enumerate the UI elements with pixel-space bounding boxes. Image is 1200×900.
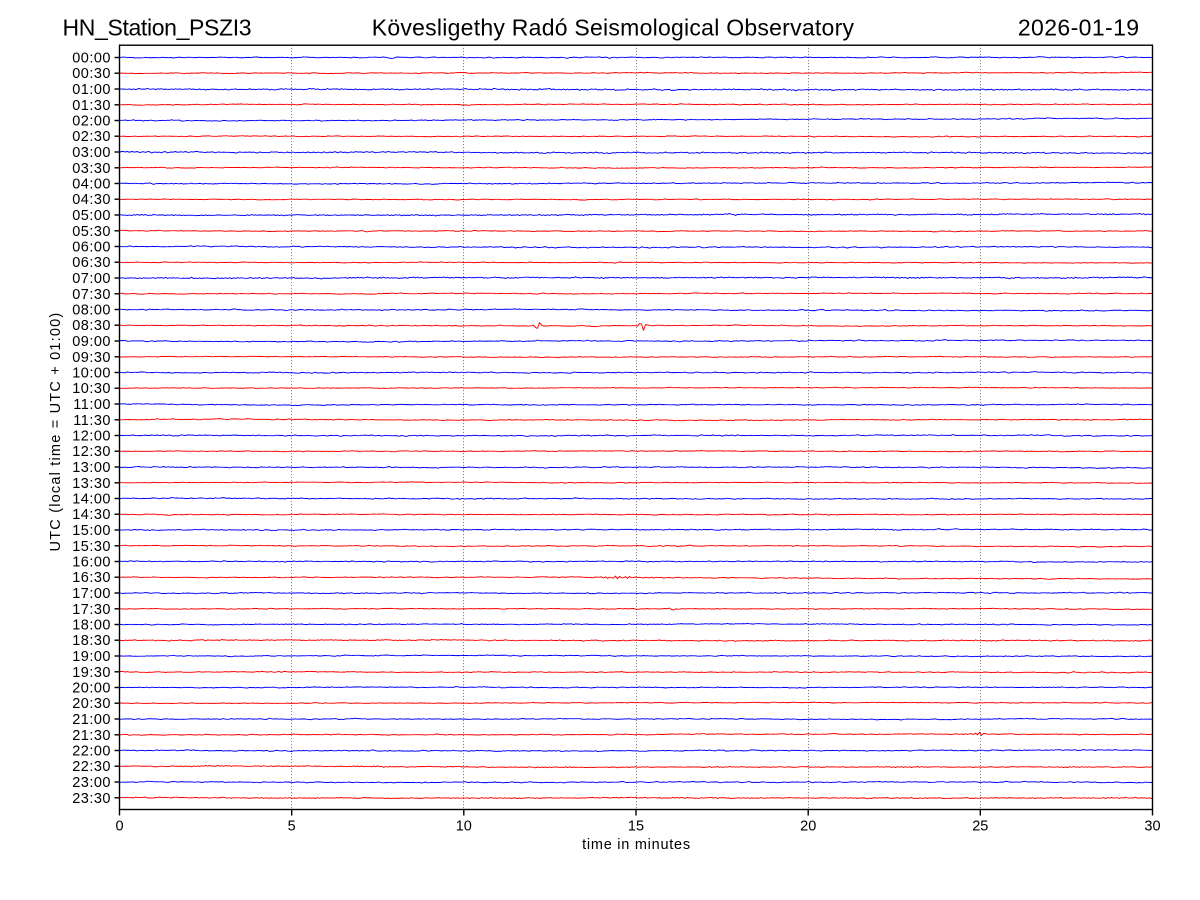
svg-text:25: 25	[972, 819, 988, 835]
svg-text:06:30: 06:30	[72, 255, 111, 271]
svg-text:20:30: 20:30	[72, 696, 111, 712]
svg-text:02:00: 02:00	[72, 114, 111, 130]
svg-text:02:30: 02:30	[72, 129, 111, 145]
svg-text:time in minutes: time in minutes	[582, 837, 691, 853]
svg-text:09:30: 09:30	[72, 350, 111, 366]
svg-text:17:00: 17:00	[72, 586, 111, 602]
svg-text:13:30: 13:30	[72, 476, 111, 492]
svg-text:17:30: 17:30	[72, 602, 111, 618]
svg-text:UTC (local time = UTC + 01:00): UTC (local time = UTC + 01:00)	[48, 312, 64, 552]
svg-text:13:00: 13:00	[72, 460, 111, 476]
svg-text:01:00: 01:00	[72, 82, 111, 98]
svg-text:11:00: 11:00	[73, 397, 111, 413]
svg-text:12:00: 12:00	[72, 429, 111, 445]
svg-text:08:00: 08:00	[72, 303, 111, 319]
svg-text:15: 15	[628, 819, 644, 835]
svg-text:15:30: 15:30	[72, 539, 111, 555]
svg-text:00:30: 00:30	[72, 66, 111, 82]
svg-text:15:00: 15:00	[72, 523, 111, 539]
svg-text:22:30: 22:30	[72, 759, 111, 775]
svg-text:14:00: 14:00	[72, 492, 111, 508]
svg-text:04:00: 04:00	[72, 177, 111, 193]
svg-text:16:00: 16:00	[72, 555, 111, 571]
svg-text:18:00: 18:00	[72, 618, 111, 634]
svg-text:10:30: 10:30	[72, 381, 111, 397]
svg-text:00:00: 00:00	[72, 51, 111, 67]
svg-text:23:30: 23:30	[72, 791, 111, 807]
svg-text:05:30: 05:30	[72, 224, 111, 240]
svg-text:21:00: 21:00	[72, 712, 111, 728]
svg-text:30: 30	[1144, 819, 1160, 835]
svg-text:03:30: 03:30	[72, 161, 111, 177]
svg-text:07:30: 07:30	[72, 287, 111, 303]
svg-text:0: 0	[115, 819, 123, 835]
svg-text:18:30: 18:30	[72, 633, 111, 649]
svg-text:07:00: 07:00	[72, 271, 111, 287]
svg-text:21:30: 21:30	[72, 728, 111, 744]
svg-text:10:00: 10:00	[72, 366, 111, 382]
svg-text:09:00: 09:00	[72, 334, 111, 350]
svg-text:Kövesligethy Radó Seismologica: Kövesligethy Radó Seismological Observat…	[372, 15, 855, 41]
svg-text:04:30: 04:30	[72, 192, 111, 208]
svg-text:5: 5	[288, 819, 296, 835]
svg-text:23:00: 23:00	[72, 775, 111, 791]
svg-text:20: 20	[800, 819, 816, 835]
svg-text:08:30: 08:30	[72, 318, 111, 334]
svg-text:19:30: 19:30	[72, 665, 111, 681]
svg-text:01:30: 01:30	[72, 98, 111, 114]
svg-text:19:00: 19:00	[72, 649, 111, 665]
svg-text:16:30: 16:30	[72, 570, 111, 586]
svg-text:14:30: 14:30	[72, 507, 111, 523]
svg-text:22:00: 22:00	[72, 744, 111, 760]
svg-text:2026-01-19: 2026-01-19	[1018, 15, 1140, 41]
svg-text:06:00: 06:00	[72, 240, 111, 256]
svg-text:10: 10	[456, 819, 472, 835]
svg-text:HN_Station_PSZI3: HN_Station_PSZI3	[63, 15, 252, 41]
svg-text:20:00: 20:00	[72, 681, 111, 697]
svg-text:12:30: 12:30	[72, 444, 111, 460]
svg-text:11:30: 11:30	[73, 413, 111, 429]
svg-text:03:00: 03:00	[72, 145, 111, 161]
svg-text:05:00: 05:00	[72, 208, 111, 224]
